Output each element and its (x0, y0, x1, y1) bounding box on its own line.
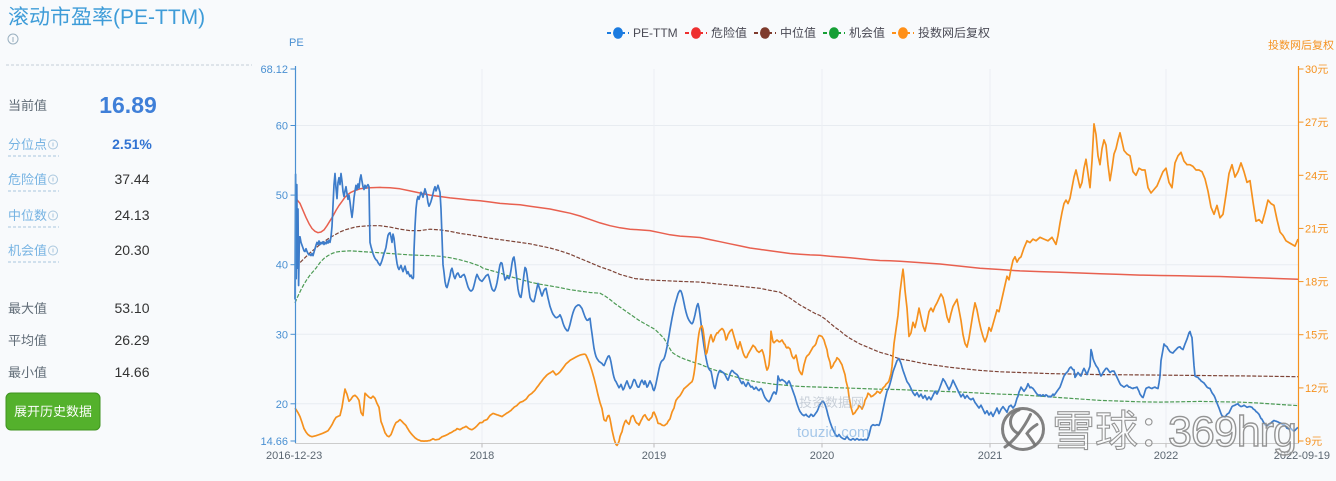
svg-text:2022-09-19: 2022-09-19 (1274, 450, 1330, 462)
svg-text:2021: 2021 (978, 450, 1002, 462)
svg-text:37.44: 37.44 (114, 171, 149, 187)
svg-text:2016-12-23: 2016-12-23 (266, 450, 322, 462)
svg-text:14.66: 14.66 (260, 436, 288, 448)
svg-text:20: 20 (276, 399, 288, 411)
svg-text:14.66: 14.66 (114, 364, 149, 380)
svg-text:2022: 2022 (1154, 450, 1178, 462)
svg-text:24.13: 24.13 (114, 207, 149, 223)
svg-text:15: 15 (1305, 330, 1317, 342)
svg-text:2.51%: 2.51% (112, 136, 152, 152)
svg-text:30: 30 (1305, 64, 1317, 76)
svg-text:27: 27 (1305, 117, 1317, 129)
svg-text:369hrg: 369hrg (1168, 408, 1296, 456)
svg-text:16.89: 16.89 (99, 92, 157, 118)
svg-text:50: 50 (276, 190, 288, 202)
svg-text:30: 30 (276, 329, 288, 341)
svg-text:18: 18 (1305, 277, 1317, 289)
svg-text:PE: PE (289, 37, 304, 49)
svg-text:53.10: 53.10 (114, 300, 149, 316)
svg-text:2020: 2020 (810, 450, 834, 462)
svg-text:touzid.com: touzid.com (797, 424, 870, 441)
svg-text:2019: 2019 (642, 450, 666, 462)
svg-text:20.30: 20.30 (114, 242, 149, 258)
svg-text:26.29: 26.29 (114, 332, 149, 348)
svg-text:68.12: 68.12 (260, 64, 288, 76)
svg-text:2018: 2018 (470, 450, 494, 462)
svg-text:60: 60 (276, 121, 288, 133)
svg-text:12: 12 (1305, 383, 1317, 395)
svg-text:24: 24 (1305, 170, 1317, 182)
svg-text:PE-TTM: PE-TTM (633, 26, 678, 40)
svg-text:(PE-TTM): (PE-TTM) (113, 6, 205, 29)
svg-text:40: 40 (276, 260, 288, 272)
svg-text:9: 9 (1305, 436, 1311, 448)
svg-text:21: 21 (1305, 223, 1317, 235)
